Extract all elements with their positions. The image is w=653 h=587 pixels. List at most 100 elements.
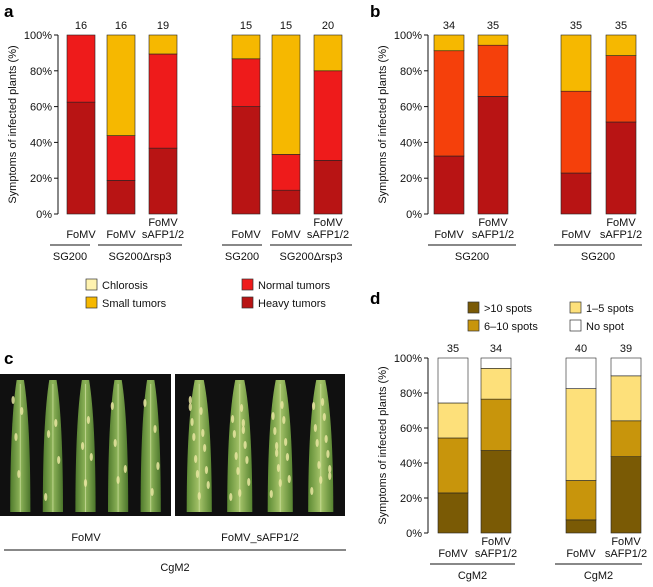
y-tick-label-d: 0% xyxy=(406,528,422,540)
chlorotic-spot xyxy=(326,450,330,458)
chlorotic-spot xyxy=(313,424,317,432)
bar-segment-d xyxy=(610,420,642,458)
chlorotic-spot xyxy=(192,433,196,441)
y-tick-label-d: 100% xyxy=(394,353,422,365)
category-label-line2-a: sAFP1/2 xyxy=(307,229,349,241)
y-tick-label-d: 20% xyxy=(400,493,422,505)
bar-segment-a xyxy=(313,34,343,72)
bar-segment-a xyxy=(313,70,343,161)
chlorotic-spot xyxy=(150,488,154,496)
chlorotic-spot xyxy=(239,404,244,412)
chlorotic-spot xyxy=(113,439,117,447)
bar-segment-d xyxy=(437,492,469,534)
photo-left-label: FoMV xyxy=(71,532,101,544)
y-tick-label-b: 20% xyxy=(400,173,422,185)
y-tick-label-d: 60% xyxy=(400,423,422,435)
y-tick-label-b: 60% xyxy=(400,102,422,114)
bar-segment-d xyxy=(565,388,597,481)
y-axis-title-a: Symptoms of infected plants (%) xyxy=(7,45,19,203)
group-label-a: SG200 xyxy=(225,251,259,263)
chart-b: 0% 20% 40% 60% 80% 100% Symptoms of infected p… xyxy=(377,20,642,263)
bar-segment-a xyxy=(271,189,301,215)
chlorotic-spot xyxy=(245,456,249,464)
chlorotic-spot xyxy=(188,403,192,411)
category-label-a: FoMV xyxy=(106,229,136,241)
category-label-d: FoMV xyxy=(438,548,468,560)
category-label-line2-b: sAFP1/2 xyxy=(472,229,514,241)
y-tick-label-a: 40% xyxy=(30,137,52,149)
bar-segment-b xyxy=(560,34,592,92)
chlorotic-spot xyxy=(116,476,120,484)
y-tick-label-a: 0% xyxy=(36,209,52,221)
chlorotic-spot xyxy=(278,479,282,487)
chlorotic-spot xyxy=(46,430,51,438)
group-label-a: SG200 xyxy=(53,251,87,263)
chlorotic-spot xyxy=(285,453,290,461)
chlorotic-spot xyxy=(280,401,284,409)
chlorotic-spot xyxy=(190,418,194,426)
bar-segment-b xyxy=(560,90,592,174)
category-label-d: FoMV xyxy=(566,548,596,560)
bar-segment-a xyxy=(148,34,178,55)
sample-size-label-a: 19 xyxy=(157,20,169,32)
category-label-b: FoMV xyxy=(478,217,508,229)
legend-label-a: Chlorosis xyxy=(102,280,148,292)
chlorotic-spot xyxy=(317,461,321,469)
chlorotic-spot xyxy=(188,396,192,404)
chlorotic-spot xyxy=(230,415,235,423)
chlorotic-spot xyxy=(156,462,160,470)
legend-swatch-d xyxy=(569,319,582,332)
bar-segment-a xyxy=(231,34,261,60)
category-label-b: FoMV xyxy=(606,217,636,229)
chlorotic-spot xyxy=(236,467,240,475)
chlorotic-spot xyxy=(199,407,203,415)
legend-swatch-a xyxy=(241,296,254,309)
chlorotic-spot xyxy=(238,489,242,497)
chlorotic-spot xyxy=(54,419,58,427)
y-axis-title-b: Symptoms of infected plants (%) xyxy=(377,45,389,203)
legend-swatch-d xyxy=(467,319,480,332)
category-label-a: FoMV xyxy=(313,217,343,229)
leaf-photo-panel: FoMV FoMV_sAFP1/2 CgM2 xyxy=(0,374,346,574)
category-label-b: FoMV xyxy=(434,229,464,241)
bar-segment-b xyxy=(433,50,465,157)
sample-size-label-b: 35 xyxy=(615,20,627,32)
chlorotic-spot xyxy=(229,493,233,501)
chlorotic-spot xyxy=(17,470,21,478)
leaves-fomv xyxy=(10,380,161,512)
group-label-a: SG200Δrsp3 xyxy=(109,251,172,263)
bar-segment-d xyxy=(565,480,597,521)
legend-swatch-a xyxy=(85,278,98,291)
panel-letter-c: c xyxy=(4,349,13,368)
bar-segment-b xyxy=(477,44,509,97)
y-axis-title-d: Symptoms of infected plants (%) xyxy=(377,366,389,524)
chlorotic-spot xyxy=(14,433,18,441)
bar-segment-b xyxy=(560,172,592,215)
bar-segment-a xyxy=(231,106,261,215)
legend-swatch-d xyxy=(467,301,480,314)
category-label-a: FoMV xyxy=(271,229,301,241)
bar-segment-d xyxy=(480,368,512,400)
y-tick-label-b: 40% xyxy=(400,137,422,149)
bar-segment-d xyxy=(437,437,469,494)
bar-segment-d xyxy=(565,357,597,389)
chlorotic-spot xyxy=(81,442,85,450)
sample-size-label-d: 35 xyxy=(447,343,459,355)
bar-segment-a xyxy=(148,53,178,149)
bar-segment-a xyxy=(106,34,136,136)
chlorotic-spot xyxy=(282,416,286,424)
bar-segment-d xyxy=(610,456,642,534)
category-label-b: FoMV xyxy=(561,229,591,241)
chlorotic-spot xyxy=(11,396,15,404)
bar-segment-b xyxy=(605,55,637,123)
y-tick-label-b: 100% xyxy=(394,30,422,42)
sample-size-label-d: 39 xyxy=(620,343,632,355)
chlorotic-spot xyxy=(201,429,205,437)
bar-segment-b xyxy=(605,34,637,56)
chlorotic-spot xyxy=(204,466,209,474)
chlorotic-spot xyxy=(284,438,288,446)
chlorotic-spot xyxy=(143,399,147,407)
bar-segment-b xyxy=(477,96,509,215)
chlorotic-spot xyxy=(232,430,236,438)
chlorotic-spot xyxy=(57,456,61,464)
